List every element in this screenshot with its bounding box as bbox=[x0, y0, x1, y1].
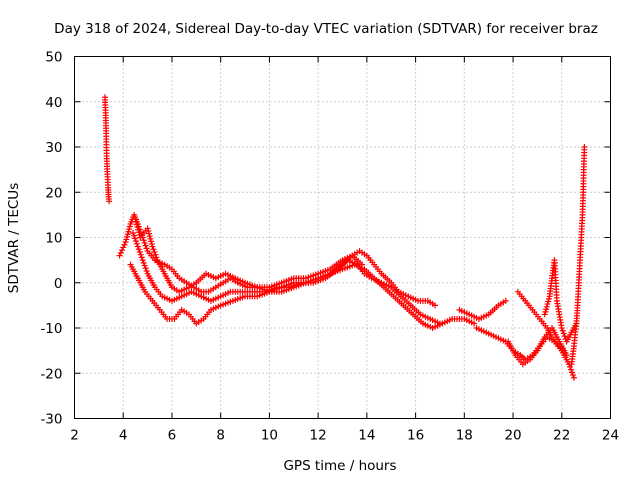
data-point-track-b bbox=[135, 246, 142, 253]
data-point-track-d bbox=[151, 248, 158, 255]
data-point-track-f bbox=[570, 374, 577, 381]
x-axis-label: GPS time / hours bbox=[283, 458, 396, 474]
data-point-track-g bbox=[563, 352, 570, 359]
data-marks bbox=[101, 94, 588, 381]
x-tick-label: 18 bbox=[456, 428, 473, 444]
data-point-track-b bbox=[138, 254, 145, 261]
data-point-track-a bbox=[141, 239, 148, 246]
x-tick-label: 22 bbox=[553, 428, 570, 444]
data-point-track-b bbox=[132, 238, 139, 245]
data-point-track-b bbox=[137, 251, 144, 258]
data-point-track-d bbox=[153, 254, 160, 261]
data-point-track-a bbox=[121, 241, 128, 248]
data-point-track-a bbox=[140, 237, 147, 244]
data-point-track-e bbox=[502, 297, 509, 304]
y-tick-label: 10 bbox=[45, 231, 62, 247]
chart-title: Day 318 of 2024, Sidereal Day-to-day VTE… bbox=[54, 21, 598, 37]
data-point-track-f bbox=[568, 366, 575, 373]
data-point-track-a bbox=[119, 247, 126, 254]
data-point-track-i bbox=[558, 325, 565, 331]
data-point-track-b bbox=[134, 243, 141, 250]
data-point-track-b bbox=[130, 232, 137, 239]
data-point-track-a bbox=[432, 302, 439, 309]
y-tick-label: -20 bbox=[40, 366, 62, 382]
y-tick-label: 50 bbox=[45, 50, 62, 66]
data-point-track-b bbox=[142, 265, 149, 272]
data-point-track-b bbox=[143, 267, 150, 274]
data-point-track-a bbox=[143, 245, 150, 252]
data-point-track-i bbox=[561, 333, 568, 340]
data-point-track-d bbox=[149, 243, 156, 250]
data-point-track-d bbox=[150, 246, 157, 253]
y-tick-label: 30 bbox=[45, 140, 62, 156]
x-tick-label: 6 bbox=[168, 428, 177, 444]
data-point-track-b bbox=[131, 235, 138, 242]
x-tick-label: 24 bbox=[602, 428, 619, 444]
data-point-track-b bbox=[141, 262, 148, 269]
data-point-track-b bbox=[140, 259, 147, 266]
data-point-track-i bbox=[560, 330, 567, 337]
x-tick-label: 16 bbox=[407, 428, 424, 444]
x-tick-label: 2 bbox=[70, 428, 79, 444]
grid bbox=[74, 56, 611, 419]
data-point-track-late-spike bbox=[581, 144, 588, 150]
data-point-track-f bbox=[569, 369, 576, 376]
x-tick-label: 10 bbox=[261, 428, 278, 444]
y-tick-label: -30 bbox=[40, 412, 62, 428]
data-point-track-a bbox=[117, 249, 124, 256]
y-tick-label: 0 bbox=[54, 276, 63, 292]
data-point-track-h bbox=[561, 347, 568, 354]
data-point-track-f bbox=[569, 372, 576, 379]
x-tick-label: 20 bbox=[504, 428, 521, 444]
x-tick-label: 4 bbox=[119, 428, 128, 444]
data-point-track-d bbox=[152, 251, 159, 258]
data-point-track-a bbox=[116, 252, 123, 259]
data-point-track-b bbox=[136, 248, 143, 255]
y-tick-label: 20 bbox=[45, 185, 62, 201]
data-point-track-b bbox=[129, 229, 136, 236]
x-tick-label: 8 bbox=[216, 428, 225, 444]
x-tick-label: 14 bbox=[358, 428, 375, 444]
y-axis-label: SDTVAR / TECUs bbox=[6, 183, 22, 293]
x-tick-label: 12 bbox=[310, 428, 327, 444]
data-point-track-i bbox=[559, 327, 566, 334]
data-point-track-c bbox=[471, 320, 478, 327]
y-tick-label: -10 bbox=[40, 321, 62, 337]
data-point-track-b bbox=[133, 240, 140, 247]
data-point-track-a bbox=[142, 242, 149, 249]
data-point-track-d bbox=[358, 261, 365, 268]
data-point-track-a bbox=[120, 244, 127, 251]
data-point-track-early-spike bbox=[106, 198, 113, 205]
y-tick-label: 40 bbox=[45, 95, 62, 111]
data-point-track-b bbox=[139, 257, 146, 264]
